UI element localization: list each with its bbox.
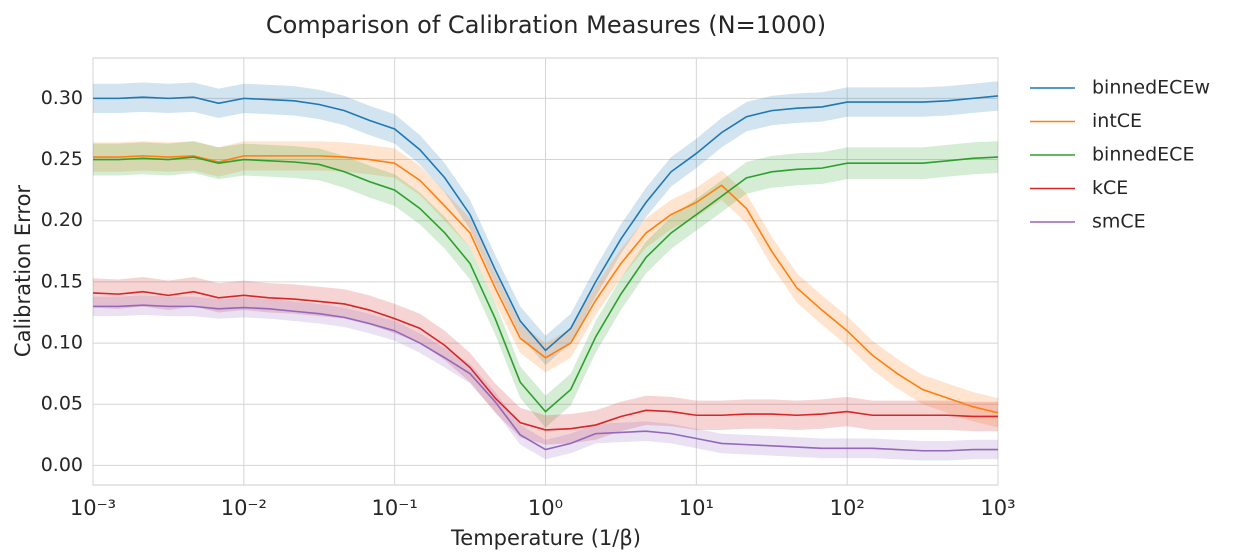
x-tick-label: 10⁻³: [70, 496, 116, 520]
x-tick-label: 10⁻¹: [372, 496, 418, 520]
y-tick-label: 0.30: [41, 87, 83, 109]
legend-label: intCE: [1092, 110, 1142, 132]
line: [93, 155, 999, 414]
x-tick-label: 10¹: [679, 496, 714, 520]
y-tick-label: 0.15: [41, 270, 83, 292]
error-band: [93, 277, 998, 445]
legend-label: binnedECEw: [1092, 77, 1210, 99]
x-tick-label: 10⁻²: [221, 496, 267, 520]
error-band: [93, 141, 998, 428]
line: [93, 304, 998, 452]
line: [92, 290, 998, 431]
chart-title: Comparison of Calibration Measures (N=10…: [266, 11, 826, 39]
x-tick-label: 10²: [830, 496, 865, 520]
legend-label: smCE: [1092, 211, 1146, 233]
line: [93, 95, 999, 352]
y-tick-label: 0.00: [41, 454, 83, 476]
legend-label: binnedECE: [1092, 144, 1194, 166]
x-tick-label: 10³: [980, 496, 1015, 520]
line: [93, 156, 999, 413]
y-tick-label: 0.10: [41, 332, 83, 354]
error-band: [93, 81, 998, 366]
y-axis-label: Calibration Error: [11, 185, 35, 357]
error-band: [93, 295, 998, 461]
error-band: [93, 141, 998, 428]
y-tick-label: 0.05: [41, 393, 83, 415]
x-axis-label: Temperature (1/β): [450, 526, 641, 550]
y-tick-label: 0.25: [41, 148, 83, 170]
x-tick-label: 10⁰: [528, 496, 563, 520]
y-tick-label: 0.20: [41, 209, 83, 231]
legend-label: kCE: [1092, 177, 1128, 199]
